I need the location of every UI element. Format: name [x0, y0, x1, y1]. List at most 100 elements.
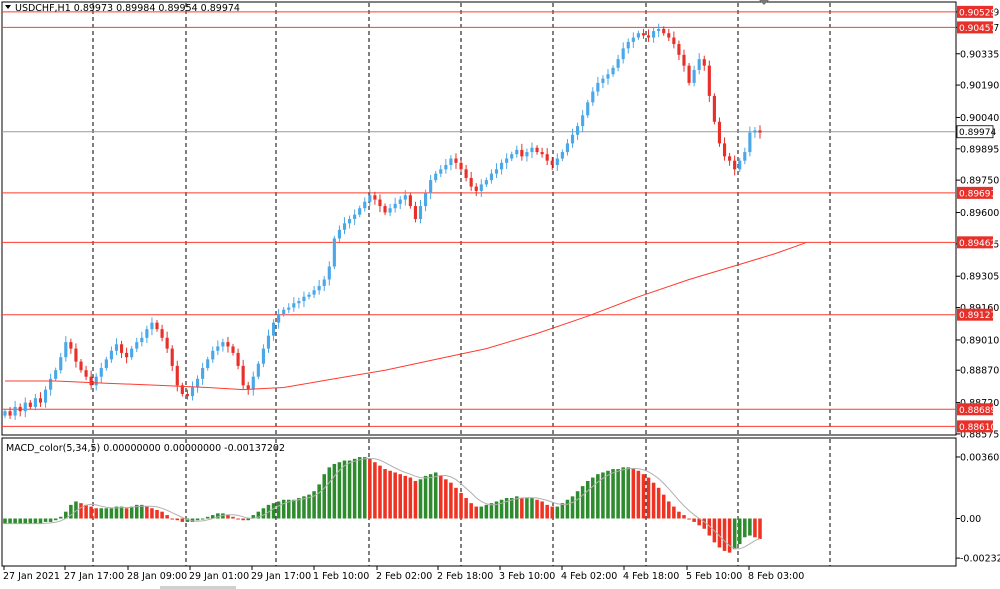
macd-histogram	[3, 457, 762, 553]
candle-body-24	[125, 352, 129, 358]
macd-bar-131	[667, 501, 671, 519]
macd-bar-7	[38, 518, 43, 524]
macd-bar-135	[687, 518, 691, 520]
macd-bar-14	[74, 501, 78, 519]
candle-body-2	[13, 406, 17, 416]
candle-body-28	[145, 329, 149, 338]
macd-bar-24	[124, 508, 129, 519]
candle-body-48	[246, 385, 250, 390]
macd-bar-85	[433, 472, 438, 519]
macd-bar-33	[170, 518, 174, 520]
candle-body-25	[130, 348, 134, 358]
macd-bar-83	[423, 475, 428, 519]
horizontal-levels	[2, 11, 956, 427]
candle-body-83	[423, 193, 428, 207]
candle-body-22	[114, 344, 119, 351]
candle-body-112	[570, 134, 575, 144]
candle-body-39	[201, 368, 205, 379]
chart-shift-marker-icon[interactable]	[759, 0, 769, 5]
candle-body-62	[317, 285, 321, 291]
candle-body-30	[155, 322, 159, 330]
macd-bar-110	[560, 503, 565, 519]
candle-body-116	[591, 91, 595, 103]
candle-body-143	[728, 156, 732, 161]
macd-bar-56	[286, 499, 291, 519]
macd-bar-8	[43, 518, 48, 522]
candle-body-94	[479, 184, 483, 191]
macd-bar-115	[585, 480, 590, 519]
macd-bar-108	[550, 506, 555, 519]
candle-body-85	[434, 173, 438, 181]
candle-body-95	[484, 180, 488, 185]
macd-tick-label-0: 0.0036089	[960, 452, 1000, 463]
macd-bar-41	[210, 515, 215, 519]
macd-bar-65	[332, 463, 337, 519]
macd-bar-122	[621, 467, 625, 519]
macd-bar-16	[84, 504, 88, 519]
candle-body-10	[54, 370, 58, 379]
macd-bar-147	[748, 518, 752, 536]
macd-bar-144	[732, 518, 737, 550]
candle-body-126	[641, 33, 646, 36]
scrollbar-stub[interactable]	[160, 586, 236, 589]
macd-bar-69	[352, 458, 357, 519]
macd-bar-141	[717, 518, 722, 548]
candle-body-149	[758, 130, 762, 133]
macd-bar-73	[373, 462, 377, 519]
macd-bar-133	[677, 511, 681, 519]
macd-bar-68	[347, 460, 352, 519]
macd-bar-134	[682, 515, 686, 519]
candle-body-90	[459, 162, 463, 170]
candle-body-20	[104, 359, 108, 369]
candle-body-72	[368, 195, 372, 202]
macd-bar-15	[79, 503, 83, 519]
candle-body-65	[332, 238, 336, 267]
macd-bar-92	[469, 503, 473, 519]
macd-bar-84	[428, 474, 433, 519]
macd-bar-124	[631, 469, 636, 519]
macd-axis: 0.0036089 0.00 -0.0023217	[956, 452, 1000, 565]
macd-bar-80	[408, 477, 413, 519]
candle-body-79	[403, 195, 407, 200]
candle-body-92	[469, 177, 473, 187]
level-box-3	[957, 236, 993, 249]
candle-body-74	[378, 199, 382, 207]
price-tick-label-14: 0.88575	[960, 429, 999, 440]
candle-body-111	[565, 143, 570, 153]
main-header: USDCHF,H1 0.89973 0.89984 0.89954 0.8997…	[15, 3, 240, 14]
candle-body-80	[408, 195, 412, 207]
macd-bar-137	[697, 518, 701, 526]
time-label-7: 2 Feb 18:00	[437, 571, 493, 582]
time-label-4: 29 Jan 17:00	[251, 571, 311, 582]
macd-bar-119	[606, 470, 610, 519]
macd-bar-117	[596, 474, 600, 519]
candle-body-66	[337, 229, 342, 239]
macd-bar-0	[3, 518, 7, 524]
candle-body-34	[175, 365, 179, 386]
candle-body-27	[140, 337, 144, 343]
candle-body-141	[717, 121, 722, 144]
candle-body-136	[692, 69, 696, 83]
symbol-dropdown-icon[interactable]	[5, 5, 11, 9]
macd-bar-82	[418, 479, 423, 519]
macd-bar-91	[464, 498, 468, 519]
candle-body-1	[8, 411, 12, 416]
candle-body-18	[94, 376, 98, 386]
candle-body-76	[388, 208, 392, 213]
candle-body-8	[43, 389, 48, 403]
macd-bar-36	[185, 518, 190, 522]
macd-bar-67	[342, 460, 347, 519]
candle-body-21	[109, 350, 113, 360]
macd-bar-44	[226, 515, 230, 519]
macd-bar-18	[94, 508, 98, 519]
candle-body-99	[505, 158, 509, 163]
macd-bar-45	[231, 516, 235, 519]
candle-body-6	[33, 398, 37, 407]
macd-bar-105	[535, 499, 539, 519]
candle-body-38	[195, 378, 200, 388]
candle-body-120	[611, 67, 615, 75]
macd-bar-57	[292, 499, 296, 519]
candle-body-140	[712, 95, 716, 122]
